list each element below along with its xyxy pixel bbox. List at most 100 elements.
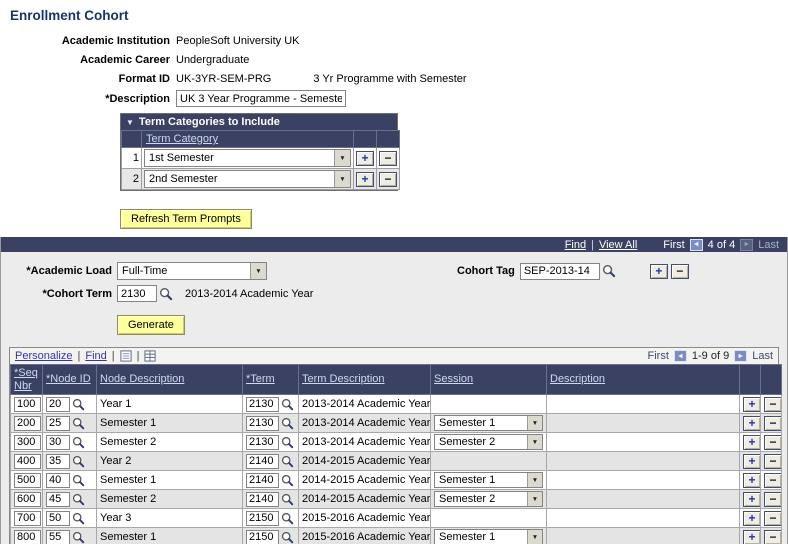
- session-select[interactable]: Semester 2 ▼: [434, 434, 543, 451]
- delete-row-button[interactable]: −: [764, 510, 781, 526]
- delete-row-button[interactable]: −: [670, 263, 689, 279]
- academic-load-select[interactable]: Full-Time ▼: [117, 262, 267, 280]
- node-id-input[interactable]: [46, 453, 70, 469]
- lookup-icon[interactable]: [72, 436, 85, 449]
- node-id-input[interactable]: [46, 472, 70, 488]
- seq-nbr-input[interactable]: [14, 434, 41, 450]
- find-link[interactable]: Find: [564, 238, 587, 251]
- node-id-input[interactable]: [46, 415, 70, 431]
- col-term[interactable]: *Term: [242, 363, 299, 396]
- add-row-button[interactable]: +: [743, 415, 760, 431]
- term-input[interactable]: [246, 396, 279, 412]
- lookup-icon[interactable]: [281, 455, 294, 468]
- add-row-button[interactable]: +: [356, 171, 374, 187]
- term-input[interactable]: [246, 453, 279, 469]
- lookup-icon[interactable]: [281, 531, 294, 544]
- term-categories-header[interactable]: ▼ Term Categories to Include: [121, 114, 397, 130]
- col-node-description[interactable]: Node Description: [96, 363, 243, 396]
- node-id-input[interactable]: [46, 529, 70, 544]
- delete-row-button[interactable]: −: [764, 415, 781, 431]
- seq-nbr-input[interactable]: [14, 491, 41, 507]
- seq-nbr-input[interactable]: [14, 453, 41, 469]
- col-seq-nbr[interactable]: *Seq Nbr: [10, 363, 43, 396]
- seq-nbr-input[interactable]: [14, 529, 41, 544]
- term-input[interactable]: [246, 415, 279, 431]
- lookup-icon[interactable]: [281, 512, 294, 525]
- term-category-select[interactable]: 2nd Semester ▼: [144, 170, 351, 188]
- term-category-column[interactable]: Term Category: [141, 130, 354, 148]
- add-row-button[interactable]: +: [743, 472, 760, 488]
- view-all-link[interactable]: View All: [598, 238, 638, 251]
- lookup-icon[interactable]: [281, 417, 294, 430]
- lookup-icon[interactable]: [281, 398, 294, 411]
- term-input[interactable]: [246, 510, 279, 526]
- node-id-input[interactable]: [46, 510, 70, 526]
- lookup-icon[interactable]: [72, 474, 85, 487]
- delete-row-button[interactable]: −: [764, 529, 781, 544]
- cohort-term-input[interactable]: [117, 285, 157, 302]
- session-select[interactable]: Semester 1 ▼: [434, 415, 543, 432]
- add-row-button[interactable]: +: [743, 491, 760, 507]
- last-link[interactable]: Last: [758, 238, 779, 251]
- seq-nbr-input[interactable]: [14, 510, 41, 526]
- lookup-icon[interactable]: [72, 493, 85, 506]
- delete-row-button[interactable]: −: [379, 150, 397, 166]
- add-row-button[interactable]: +: [743, 453, 760, 469]
- node-id-input[interactable]: [46, 396, 70, 412]
- add-row-button[interactable]: +: [743, 510, 760, 526]
- delete-row-button[interactable]: −: [764, 396, 781, 412]
- add-row-button[interactable]: +: [356, 150, 374, 166]
- cohort-tag-input[interactable]: [519, 262, 600, 280]
- lookup-icon[interactable]: [602, 264, 616, 278]
- col-node-id[interactable]: *Node ID: [42, 363, 97, 396]
- lookup-icon[interactable]: [72, 455, 85, 468]
- lookup-icon[interactable]: [72, 398, 85, 411]
- term-input[interactable]: [246, 434, 279, 450]
- term-input[interactable]: [246, 491, 279, 507]
- session-select[interactable]: Semester 2 ▼: [434, 491, 543, 508]
- seq-nbr-input[interactable]: [14, 415, 41, 431]
- term-input[interactable]: [246, 472, 279, 488]
- session-select[interactable]: Semester 1 ▼: [434, 529, 543, 544]
- first-link[interactable]: First: [663, 238, 685, 251]
- collapse-section-icon[interactable]: ▼: [126, 117, 134, 127]
- add-row-button[interactable]: +: [743, 434, 760, 450]
- col-description[interactable]: Description: [546, 363, 740, 396]
- term-input[interactable]: [246, 529, 279, 544]
- lookup-icon[interactable]: [72, 417, 85, 430]
- delete-row-button[interactable]: −: [764, 491, 781, 507]
- lookup-icon[interactable]: [72, 531, 85, 544]
- first-link[interactable]: First: [647, 350, 669, 362]
- view-all-icon[interactable]: [120, 350, 132, 362]
- personalize-link[interactable]: Personalize: [15, 350, 73, 362]
- download-icon[interactable]: [144, 350, 157, 362]
- add-row-button[interactable]: +: [649, 263, 668, 279]
- delete-row-button[interactable]: −: [764, 434, 781, 450]
- lookup-icon[interactable]: [159, 287, 173, 301]
- lookup-icon[interactable]: [72, 512, 85, 525]
- next-row-icon[interactable]: ►: [740, 238, 754, 251]
- generate-button[interactable]: Generate: [117, 315, 185, 335]
- node-id-input[interactable]: [46, 491, 70, 507]
- seq-nbr-input[interactable]: [14, 396, 41, 412]
- lookup-icon[interactable]: [281, 436, 294, 449]
- next-page-icon[interactable]: ►: [734, 350, 748, 362]
- col-term-description[interactable]: Term Description: [298, 363, 431, 396]
- add-row-button[interactable]: +: [743, 529, 760, 544]
- previous-row-icon[interactable]: ◄: [689, 238, 703, 251]
- node-id-input[interactable]: [46, 434, 70, 450]
- last-link[interactable]: Last: [752, 350, 773, 362]
- delete-row-button[interactable]: −: [764, 453, 781, 469]
- add-row-button[interactable]: +: [743, 396, 760, 412]
- find-link[interactable]: Find: [85, 350, 107, 362]
- session-select[interactable]: Semester 1 ▼: [434, 472, 543, 489]
- lookup-icon[interactable]: [281, 474, 294, 487]
- description-input[interactable]: [176, 90, 346, 107]
- seq-nbr-input[interactable]: [14, 472, 41, 488]
- delete-row-button[interactable]: −: [764, 472, 781, 488]
- term-category-select[interactable]: 1st Semester ▼: [144, 149, 351, 167]
- refresh-term-prompts-button[interactable]: Refresh Term Prompts: [120, 209, 252, 229]
- delete-row-button[interactable]: −: [379, 171, 397, 187]
- col-session[interactable]: Session: [430, 363, 547, 396]
- lookup-icon[interactable]: [281, 493, 294, 506]
